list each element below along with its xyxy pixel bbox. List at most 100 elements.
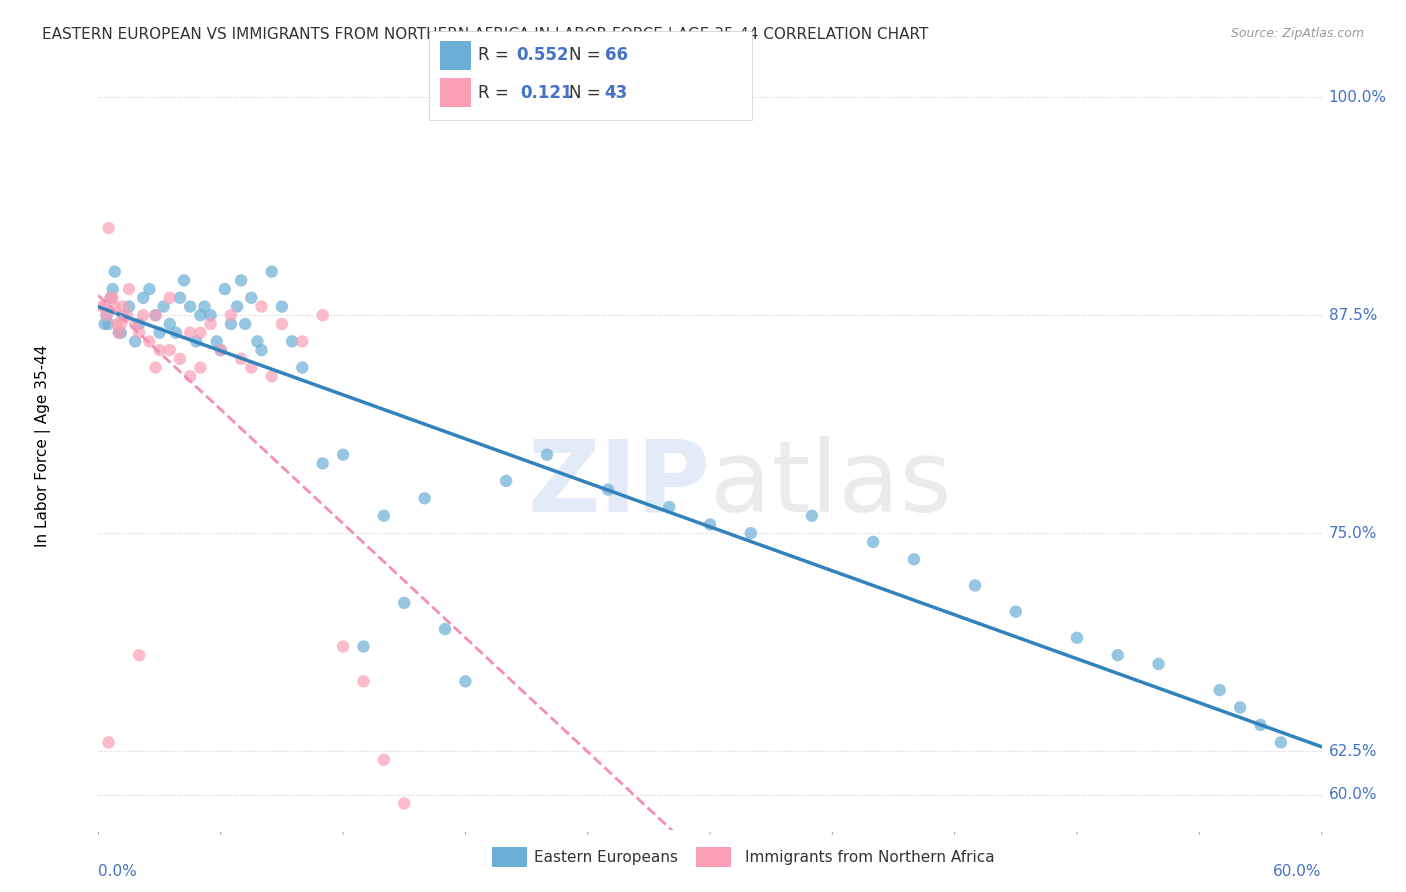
Point bbox=[108, 326, 131, 340]
Point bbox=[596, 483, 619, 497]
Text: 66: 66 bbox=[605, 46, 627, 64]
Point bbox=[124, 317, 146, 331]
Point bbox=[108, 326, 131, 340]
Text: 0.552: 0.552 bbox=[516, 46, 568, 64]
Point bbox=[145, 308, 167, 322]
Point bbox=[699, 517, 721, 532]
Text: R =: R = bbox=[478, 46, 515, 64]
Point bbox=[193, 300, 215, 314]
Point bbox=[91, 300, 114, 314]
Point bbox=[392, 596, 416, 610]
Point bbox=[260, 369, 283, 384]
Point bbox=[104, 300, 127, 314]
Point bbox=[1004, 605, 1026, 619]
Point bbox=[312, 308, 335, 322]
Point bbox=[179, 326, 201, 340]
Point bbox=[332, 448, 354, 462]
Point bbox=[152, 300, 174, 314]
Point bbox=[250, 343, 273, 357]
Point bbox=[173, 273, 195, 287]
Point bbox=[270, 317, 294, 331]
Point bbox=[145, 360, 167, 375]
Point bbox=[188, 326, 212, 340]
Point bbox=[149, 326, 172, 340]
Text: 60.0%: 60.0% bbox=[1274, 864, 1322, 880]
Point bbox=[250, 300, 273, 314]
Point bbox=[536, 448, 558, 462]
Point bbox=[413, 491, 436, 506]
Point bbox=[111, 308, 134, 322]
Point bbox=[246, 334, 269, 349]
Point bbox=[1249, 718, 1271, 732]
Text: R =: R = bbox=[478, 84, 519, 102]
Point bbox=[260, 265, 283, 279]
Point bbox=[118, 282, 141, 296]
Point bbox=[101, 291, 124, 305]
Text: Immigrants from Northern Africa: Immigrants from Northern Africa bbox=[745, 850, 995, 864]
Point bbox=[179, 300, 201, 314]
Point bbox=[100, 291, 122, 305]
Point bbox=[658, 500, 681, 514]
Point bbox=[93, 317, 115, 331]
Point bbox=[1107, 648, 1129, 663]
Point bbox=[104, 265, 127, 279]
Point bbox=[97, 735, 120, 749]
Point bbox=[291, 334, 314, 349]
Point bbox=[205, 334, 228, 349]
Text: 100.0%: 100.0% bbox=[1329, 90, 1386, 104]
Text: Source: ZipAtlas.com: Source: ZipAtlas.com bbox=[1230, 27, 1364, 40]
Point bbox=[100, 291, 122, 305]
Point bbox=[124, 334, 146, 349]
Point bbox=[352, 640, 374, 654]
Point bbox=[169, 291, 191, 305]
Point bbox=[138, 282, 160, 296]
Point bbox=[373, 508, 395, 523]
Point bbox=[105, 317, 128, 331]
Point bbox=[219, 308, 242, 322]
Text: 75.0%: 75.0% bbox=[1329, 525, 1376, 541]
Text: N =: N = bbox=[569, 46, 606, 64]
Point bbox=[740, 526, 762, 541]
Text: 0.0%: 0.0% bbox=[98, 864, 138, 880]
Point bbox=[118, 300, 141, 314]
Point bbox=[149, 343, 172, 357]
Point bbox=[291, 360, 314, 375]
Point bbox=[352, 674, 374, 689]
Text: 87.5%: 87.5% bbox=[1329, 308, 1376, 323]
Point bbox=[903, 552, 925, 566]
Point bbox=[209, 343, 232, 357]
Text: ZIP: ZIP bbox=[527, 436, 710, 533]
Point bbox=[392, 797, 416, 811]
Point bbox=[219, 317, 242, 331]
Text: 0.121: 0.121 bbox=[520, 84, 572, 102]
Point bbox=[145, 308, 167, 322]
Point bbox=[97, 317, 120, 331]
Point bbox=[495, 474, 517, 488]
Point bbox=[128, 648, 150, 663]
Point bbox=[128, 317, 150, 331]
Point bbox=[188, 360, 212, 375]
Point bbox=[101, 282, 124, 296]
Point bbox=[159, 343, 181, 357]
Point bbox=[159, 317, 181, 331]
Point bbox=[96, 308, 118, 322]
Point bbox=[231, 273, 253, 287]
Point bbox=[965, 578, 987, 592]
Text: EASTERN EUROPEAN VS IMMIGRANTS FROM NORTHERN AFRICA IN LABOR FORCE | AGE 35-44 C: EASTERN EUROPEAN VS IMMIGRANTS FROM NORT… bbox=[42, 27, 928, 43]
Point bbox=[200, 308, 222, 322]
Point bbox=[132, 291, 155, 305]
Point bbox=[132, 308, 155, 322]
Text: N =: N = bbox=[569, 84, 606, 102]
Point bbox=[373, 753, 395, 767]
Point bbox=[233, 317, 256, 331]
Point bbox=[240, 360, 263, 375]
Text: 43: 43 bbox=[605, 84, 628, 102]
Point bbox=[1208, 683, 1232, 698]
Point bbox=[110, 317, 132, 331]
Text: 62.5%: 62.5% bbox=[1329, 744, 1376, 758]
Point bbox=[110, 326, 132, 340]
Point bbox=[186, 334, 208, 349]
Point bbox=[1066, 631, 1088, 645]
Point bbox=[188, 308, 212, 322]
Point bbox=[115, 308, 138, 322]
